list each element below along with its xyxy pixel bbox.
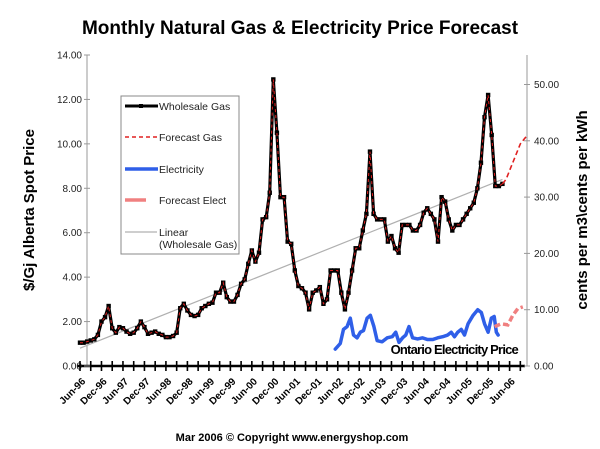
y-tick-label-left: 10.00 [57, 139, 82, 150]
data-point-wholesale-gas [88, 338, 93, 343]
data-point-wholesale-gas [81, 340, 86, 345]
data-point-wholesale-gas [489, 132, 494, 138]
data-point-wholesale-gas [428, 211, 434, 217]
series-line-forecast-gas [501, 134, 529, 185]
data-point-wholesale-gas [410, 228, 416, 233]
data-point-wholesale-gas [285, 239, 290, 244]
legend-box [120, 95, 240, 255]
data-point-wholesale-gas [453, 222, 459, 228]
data-point-wholesale-gas [124, 329, 129, 334]
data-point-wholesale-gas [360, 228, 366, 233]
data-point-wholesale-gas [145, 331, 151, 336]
data-point-wholesale-gas [213, 290, 219, 295]
data-point-wholesale-gas [374, 217, 380, 222]
y-axis-right-label: cents per m3\cents per kWh [574, 110, 591, 309]
legend: Wholesale Gas Forecast Gas Electricity F… [120, 95, 240, 255]
y-tick-label-left: 14.00 [57, 51, 82, 62]
data-point-wholesale-gas [439, 194, 444, 200]
legend-label-forecast-elect: Forecast Elect [159, 195, 226, 207]
data-point-wholesale-gas [364, 211, 369, 217]
y-ticks-left: 0.00 2.00 4.00 6.00 8.00 10.00 12.00 14.00 [57, 51, 90, 373]
data-point-wholesale-gas [357, 246, 362, 251]
y-tick-label-right: 40.00 [534, 136, 559, 147]
y-tick-label-left: 2.00 [63, 317, 83, 328]
data-point-wholesale-gas [382, 217, 387, 222]
chart-title: Monthly Natural Gas & Electricity Price … [82, 18, 519, 39]
series-line-electricity [333, 307, 500, 351]
data-point-wholesale-gas [278, 194, 283, 200]
data-point-wholesale-gas [314, 288, 319, 293]
data-point-wholesale-gas [432, 217, 437, 222]
data-point-wholesale-gas [102, 314, 108, 320]
y-tick-label-left: 4.00 [63, 273, 83, 284]
legend-label-linear-sub: (Wholesale Gas) [159, 239, 237, 251]
y-tick-label-right: 50.00 [534, 80, 559, 91]
data-point-wholesale-gas [392, 246, 398, 251]
data-point-wholesale-gas [385, 239, 391, 244]
data-point-wholesale-gas [468, 206, 473, 211]
trend-line-wholesale-gas [79, 178, 503, 349]
y-tick-label-left: 6.00 [63, 228, 83, 239]
legend-label-linear: Linear [159, 227, 189, 239]
y-tick-label-right: 20.00 [534, 249, 559, 260]
data-point-wholesale-gas [342, 307, 348, 312]
data-point-wholesale-gas [460, 217, 466, 222]
data-point-wholesale-gas [442, 199, 448, 204]
ontario-electricity-annotation: Ontario Electricity Price [391, 342, 519, 357]
y-tick-label-right: 0.00 [534, 362, 554, 373]
data-point-wholesale-gas [203, 303, 208, 309]
y-tick-label-left: 12.00 [57, 95, 82, 106]
data-point-wholesale-gas [292, 268, 297, 273]
legend-label-wholesale-gas: Wholesale Gas [159, 101, 230, 113]
data-point-wholesale-gas [464, 211, 469, 217]
series-marks [77, 77, 529, 351]
data-point-wholesale-gas [296, 283, 301, 289]
data-point-wholesale-gas [210, 300, 215, 305]
data-point-wholesale-gas [246, 261, 251, 267]
data-point-wholesale-gas [485, 92, 491, 98]
data-point-wholesale-gas [471, 200, 476, 205]
data-point-wholesale-gas [167, 334, 172, 340]
series-line-forecast-elect [493, 305, 524, 329]
data-point-wholesale-gas [478, 160, 484, 165]
y-axis-left-label: $/Gj Alberta Spot Price [21, 129, 38, 291]
y-tick-label-right: 10.00 [534, 305, 559, 316]
data-point-wholesale-gas [331, 268, 337, 273]
legend-label-forecast-gas: Forecast Gas [159, 132, 222, 144]
data-point-wholesale-gas [496, 183, 502, 189]
data-point-wholesale-gas [396, 250, 401, 255]
x-ticks: Jun-96Dec-96Jun-97Dec-97Jun-98Dec-98Jun-… [58, 361, 522, 407]
y-ticks-right: 0.00 10.00 20.00 30.00 40.00 50.00 [524, 80, 559, 373]
data-point-wholesale-gas [446, 217, 451, 222]
data-point-wholesale-gas [450, 228, 455, 233]
data-point-wholesale-gas [274, 130, 280, 135]
data-point-wholesale-gas [346, 290, 351, 295]
y-tick-label-left: 0.00 [63, 362, 83, 373]
y-tick-label-right: 30.00 [534, 193, 559, 204]
data-point-wholesale-gas [99, 319, 104, 324]
footer-copyright: Mar 2006 © Copyright www.energyshop.com [176, 432, 409, 444]
legend-label-electricity: Electricity [159, 164, 205, 176]
data-point-wholesale-gas [407, 222, 412, 228]
data-point-wholesale-gas [127, 331, 133, 336]
data-point-wholesale-gas [195, 312, 201, 318]
data-point-wholesale-gas [142, 324, 147, 330]
data-point-wholesale-gas [199, 306, 204, 311]
series-overlay-gas-dashed [80, 79, 503, 344]
data-point-wholesale-gas [403, 222, 408, 228]
legend-marker-wholesale-gas [139, 104, 143, 108]
data-point-wholesale-gas [224, 294, 229, 300]
y-tick-label-left: 8.00 [63, 184, 83, 195]
data-point-wholesale-gas [106, 303, 111, 309]
data-point-wholesale-gas [310, 290, 315, 295]
data-point-wholesale-gas [192, 313, 197, 319]
data-point-wholesale-gas [389, 233, 394, 239]
data-point-wholesale-gas [256, 250, 262, 255]
data-point-wholesale-gas [156, 331, 161, 336]
